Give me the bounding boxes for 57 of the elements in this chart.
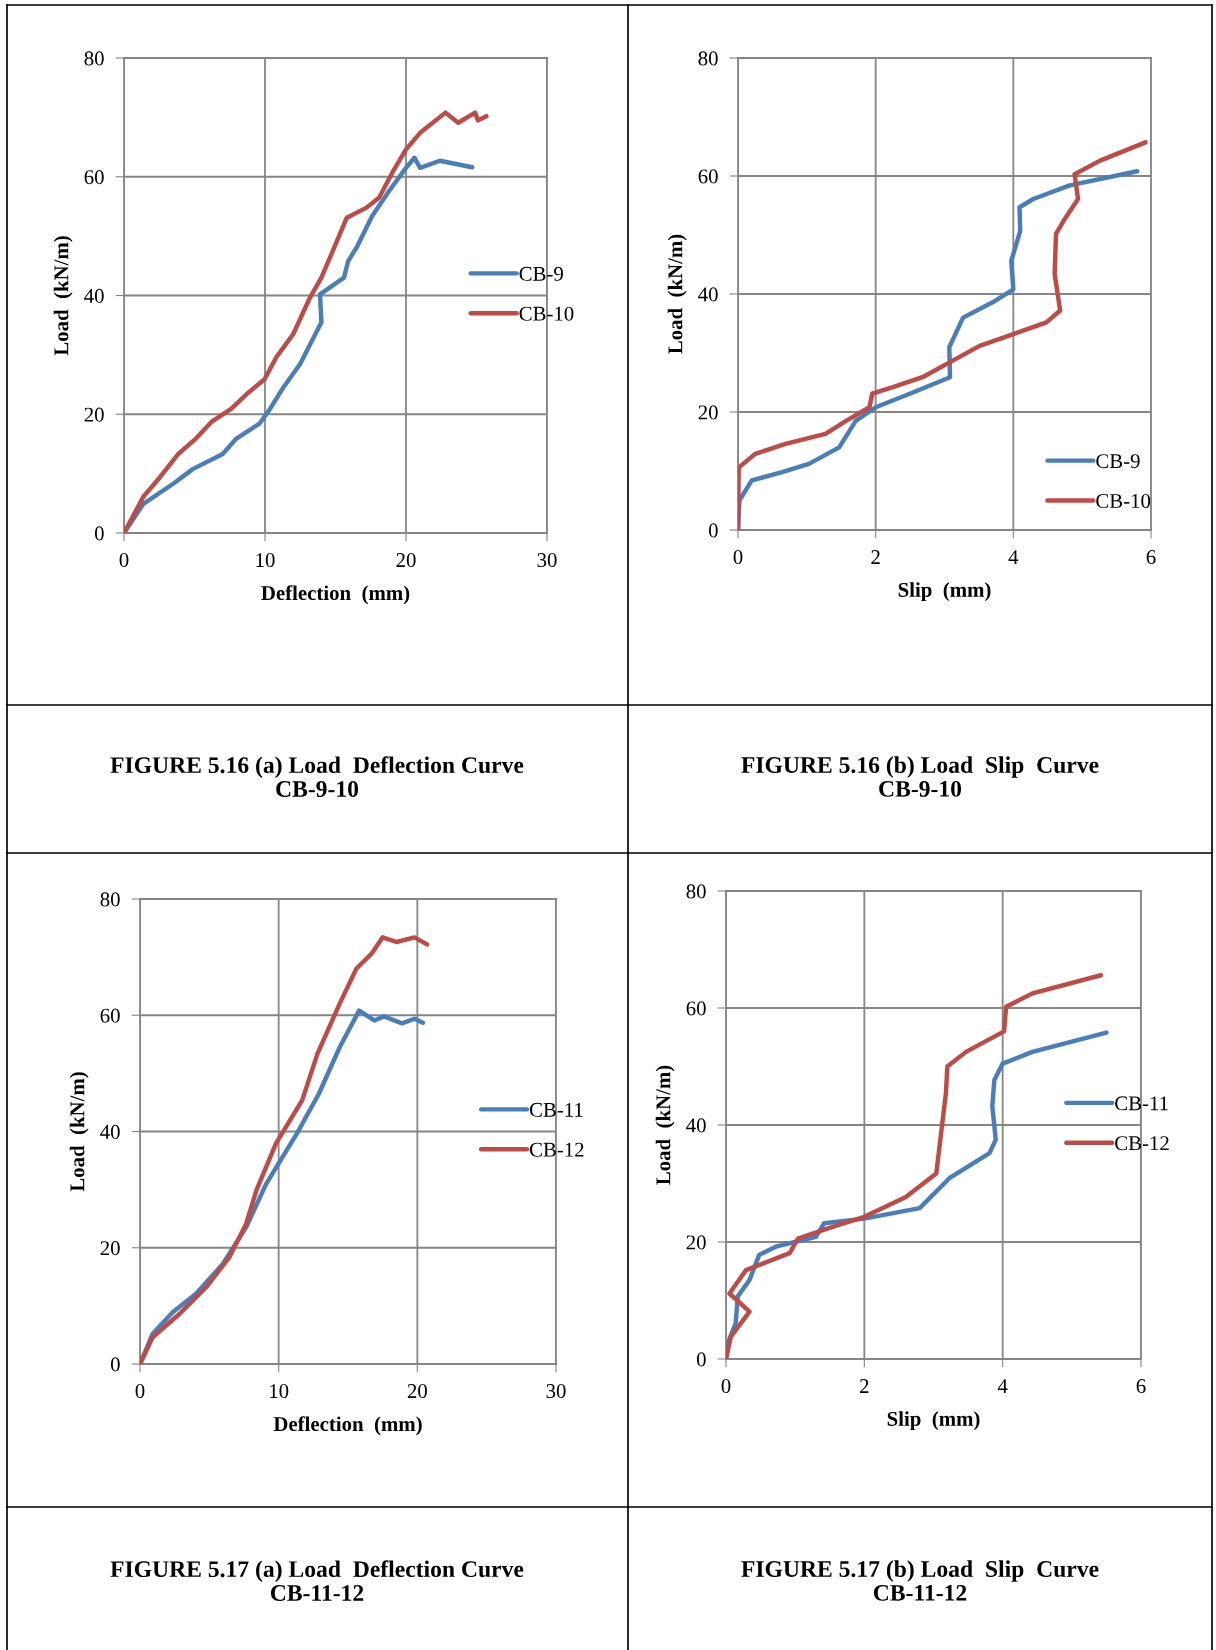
x-tick-label: 20 [396,553,416,568]
x-tick-label: 6 [1146,550,1156,565]
legend-label: CB-12 [529,1142,584,1157]
line-series [726,973,1104,1359]
y-tick-label: 60 [698,169,718,184]
y-axis-title: Load (kN/m) [667,234,687,354]
y-tick-label: 40 [100,1124,120,1139]
y-tick-label: 20 [100,1241,120,1256]
x-tick-label: 4 [1008,550,1019,564]
x-tick-label: 10 [270,1384,289,1399]
legend-label: CB-9 [519,266,563,281]
y-tick-label: 40 [686,1118,706,1133]
x-axis-title: Slip (mm) [898,582,991,602]
x-tick-label: 0 [733,550,743,565]
y-tick-label: 0 [708,523,718,538]
legend-label: CB-10 [519,306,574,321]
x-tick-label: 0 [721,1379,731,1394]
text: FIGURE 5.17 (a) Load Deflection Curve CB-11-12 [110,1560,524,1601]
x-tick-label: 2 [860,1379,869,1393]
legend-label: CB-11 [1115,1096,1168,1111]
y-tick-label: 0 [110,1357,120,1372]
x-tick-label: 30 [537,553,557,568]
legend-label: CB-11 [529,1102,583,1117]
y-axis-title: Load (kN/m) [53,236,73,356]
x-tick-label: 2 [871,550,880,564]
y-tick-label: 0 [94,526,104,541]
y-tick-label: 60 [100,1008,120,1023]
y-tick-label: 80 [100,892,120,907]
legend-label: CB-9 [1096,454,1140,469]
y-tick-label: 80 [84,51,104,66]
y-tick-label: 0 [696,1352,706,1367]
x-tick-label: 20 [407,1384,427,1399]
y-tick-label: 20 [698,405,718,420]
x-tick-label: 6 [1136,1379,1146,1394]
y-tick-label: 80 [686,884,706,899]
y-axis-title: Load (kN/m) [655,1065,675,1185]
x-axis-title: Slip (mm) [887,1411,980,1431]
y-axis-title: Load (kN/m) [69,1072,89,1192]
x-tick-label: 0 [135,1384,145,1399]
text: FIGURE 5.17 (b) Load Slip Curve CB-11-12 [741,1560,1099,1601]
text: FIGURE 5.16 (b) Load Slip Curve CB-9-10 [741,756,1099,797]
x-axis-title: Deflection (mm) [261,585,410,605]
y-tick-label: 40 [698,287,718,302]
y-tick-label: 60 [686,1001,706,1016]
y-tick-label: 40 [84,288,104,303]
y-tick-label: 20 [686,1235,706,1250]
y-tick-label: 80 [698,51,718,66]
y-tick-label: 20 [84,407,104,422]
y-tick-label: 60 [84,170,104,185]
text: FIGURE 5.16 (a) Load Deflection Curve CB-9-10 [110,756,524,797]
legend-label: CB-12 [1115,1136,1169,1151]
legend-label: CB-10 [1096,493,1151,508]
x-tick-label: 4 [997,1379,1008,1393]
line-series [140,935,430,1364]
x-tick-label: 10 [256,553,275,568]
x-tick-label: 30 [546,1384,566,1399]
x-axis-title: Deflection (mm) [273,1416,422,1436]
